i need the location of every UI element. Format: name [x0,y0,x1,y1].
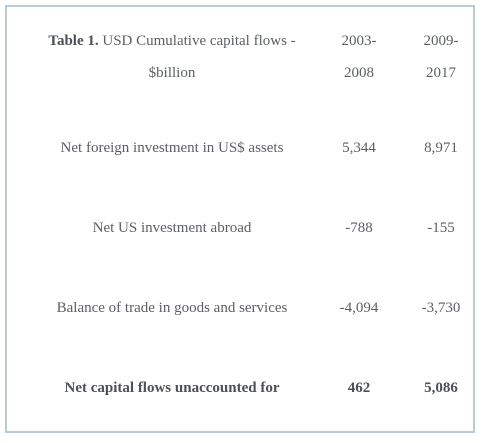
column-header-2009-2017-line1: 2009- [423,33,459,49]
row-value-balance-of-trade-2003-2008: -4,094 [339,300,379,316]
row-value-net-us-investment-abroad-2003-2008: -788 [345,220,373,236]
table-caption-prefix: Table 1. [48,33,99,49]
table-frame: Table 1. USD Cumulative capital flows - … [5,5,475,433]
row-value-net-foreign-investment-2003-2008: 5,344 [342,140,376,156]
column-header-2003-2008-line1: 2003- [341,33,377,49]
row-value-net-capital-flows-unaccounted-2003-2008: 462 [347,380,371,396]
row-label-net-capital-flows-unaccounted: Net capital flows unaccounted for [64,380,280,396]
row-label-net-us-investment-abroad: Net US investment abroad [92,220,252,236]
column-header-2003-2008: 2003- 2008 [323,25,395,89]
row-value-balance-of-trade-2009-2017: -3,730 [421,300,461,316]
row-label-balance-of-trade: Balance of trade in goods and services [56,300,288,316]
row-value-net-capital-flows-unaccounted-2009-2017: 5,086 [424,380,458,396]
column-header-2009-2017-line2: 2017 [426,65,456,81]
row-label-net-foreign-investment: Net foreign investment in US$ assets [60,140,284,156]
column-header-2009-2017: 2009- 2017 [405,25,477,89]
table-caption-text: USD Cumulative capital flows - $billion [102,33,296,81]
table-caption: Table 1. USD Cumulative capital flows - … [29,25,315,89]
row-value-net-us-investment-abroad-2009-2017: -155 [427,220,455,236]
row-value-net-foreign-investment-2009-2017: 8,971 [424,140,458,156]
column-header-2003-2008-line2: 2008 [344,65,374,81]
